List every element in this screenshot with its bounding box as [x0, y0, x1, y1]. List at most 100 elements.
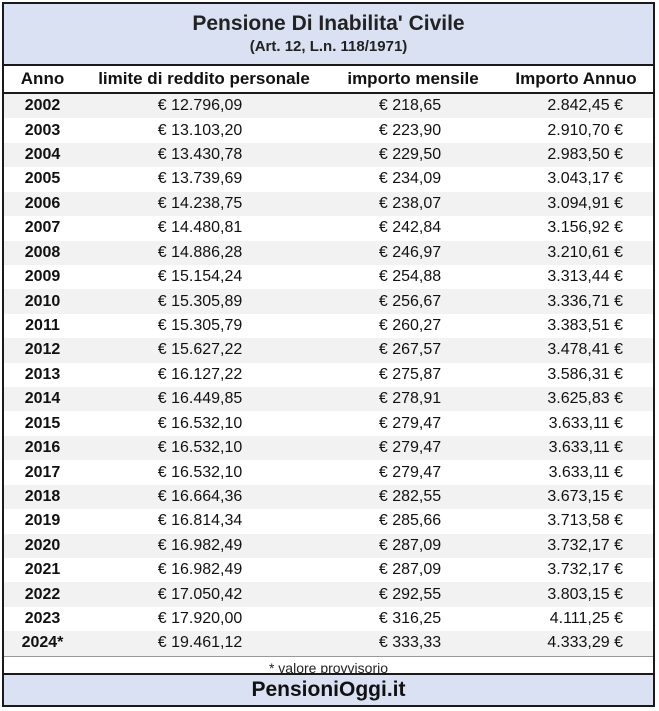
cell-anno: 2002: [4, 93, 81, 119]
cell-limite-reddito: € 14.238,75: [81, 191, 327, 217]
cell-importo-annuo: 3.732,17 €: [499, 558, 653, 583]
table-row: 2009 € 15.154,24 € 254,88 3.313,44 €: [4, 264, 653, 290]
cell-importo-mensile: € 292,55: [327, 582, 499, 607]
cell-limite-reddito: € 15.305,89: [81, 289, 327, 314]
cell-importo-mensile: € 238,07: [327, 191, 499, 217]
cell-limite-reddito: € 19.461,12: [81, 631, 327, 656]
cell-importo-annuo: 3.673,15 €: [499, 484, 653, 510]
cell-limite-reddito: € 16.814,34: [81, 509, 327, 534]
cell-anno: 2024*: [4, 631, 81, 656]
cell-limite-reddito: € 16.449,85: [81, 387, 327, 412]
table-row: 2008 € 14.886,28 € 246,97 3.210,61 €: [4, 240, 653, 265]
brand-name: PensioniOggi.it: [251, 678, 406, 701]
cell-importo-mensile: € 316,25: [327, 606, 499, 632]
table-row: 2024* € 19.461,12 € 333,33 4.333,29 €: [4, 631, 653, 656]
cell-importo-mensile: € 287,09: [327, 533, 499, 559]
table-row: 2022 € 17.050,42 € 292,55 3.803,15 €: [4, 582, 653, 607]
cell-importo-mensile: € 279,47: [327, 435, 499, 461]
table-row: 2010 € 15.305,89 € 256,67 3.336,71 €: [4, 289, 653, 314]
table-row: 2023 € 17.920,00 € 316,25 4.111,25 €: [4, 606, 653, 632]
cell-importo-mensile: € 242,84: [327, 216, 499, 241]
table-row: 2015 € 16.532,10 € 279,47 3.633,11 €: [4, 411, 653, 436]
cell-importo-mensile: € 260,27: [327, 313, 499, 339]
cell-anno: 2015: [4, 411, 81, 436]
table-row: 2012 € 15.627,22 € 267,57 3.478,41 €: [4, 338, 653, 363]
cell-anno: 2016: [4, 435, 81, 461]
cell-importo-annuo: 3.625,83 €: [499, 387, 653, 412]
cell-anno: 2011: [4, 313, 81, 339]
cell-importo-mensile: € 333,33: [327, 631, 499, 656]
cell-importo-annuo: 3.633,11 €: [499, 411, 653, 436]
cell-importo-annuo: 4.333,29 €: [499, 631, 653, 656]
cell-importo-annuo: 3.633,11 €: [499, 435, 653, 461]
table-row: 2014 € 16.449,85 € 278,91 3.625,83 €: [4, 387, 653, 412]
cell-importo-mensile: € 256,67: [327, 289, 499, 314]
cell-importo-mensile: € 218,65: [327, 93, 499, 119]
page-title: Pensione Di Inabilita' Civile: [192, 12, 465, 35]
cell-importo-mensile: € 246,97: [327, 240, 499, 265]
cell-importo-annuo: 3.383,51 €: [499, 313, 653, 339]
cell-importo-annuo: 3.210,61 €: [499, 240, 653, 265]
table-row: 2002 € 12.796,09 € 218,65 2.842,45 €: [4, 93, 653, 119]
column-header-importo-mensile: importo mensile: [327, 66, 499, 94]
cell-anno: 2019: [4, 509, 81, 534]
cell-importo-annuo: 4.111,25 €: [499, 606, 653, 632]
cell-importo-annuo: 2.983,50 €: [499, 142, 653, 168]
brand-footer: PensioniOggi.it: [4, 673, 653, 705]
cell-anno: 2009: [4, 264, 81, 290]
cell-importo-annuo: 3.633,11 €: [499, 460, 653, 485]
cell-importo-mensile: € 223,90: [327, 118, 499, 143]
table-row: 2018 € 16.664,36 € 282,55 3.673,15 €: [4, 484, 653, 510]
pension-table: Anno limite di reddito personale importo…: [4, 66, 653, 656]
table-row: 2007 € 14.480,81 € 242,84 3.156,92 €: [4, 216, 653, 241]
column-header-importo-annuo: Importo Annuo: [499, 66, 653, 94]
column-header-limite-reddito: limite di reddito personale: [81, 66, 327, 94]
cell-importo-annuo: 2.842,45 €: [499, 93, 653, 119]
cell-importo-mensile: € 229,50: [327, 142, 499, 168]
page-subtitle: (Art. 12, L.n. 118/1971): [249, 38, 408, 55]
cell-limite-reddito: € 12.796,09: [81, 93, 327, 119]
cell-limite-reddito: € 15.627,22: [81, 338, 327, 363]
cell-anno: 2013: [4, 362, 81, 388]
cell-limite-reddito: € 17.920,00: [81, 606, 327, 632]
cell-importo-annuo: 3.478,41 €: [499, 338, 653, 363]
table-header-row: Anno limite di reddito personale importo…: [4, 66, 653, 94]
table-row: 2011 € 15.305,79 € 260,27 3.383,51 €: [4, 313, 653, 339]
cell-importo-annuo: 3.043,17 €: [499, 167, 653, 192]
table-row: 2006 € 14.238,75 € 238,07 3.094,91 €: [4, 191, 653, 217]
cell-anno: 2003: [4, 118, 81, 143]
cell-limite-reddito: € 15.154,24: [81, 264, 327, 290]
cell-limite-reddito: € 14.480,81: [81, 216, 327, 241]
cell-anno: 2023: [4, 606, 81, 632]
cell-importo-annuo: 3.336,71 €: [499, 289, 653, 314]
title-box: Pensione Di Inabilita' Civile (Art. 12, …: [4, 4, 653, 66]
table-row: 2004 € 13.430,78 € 229,50 2.983,50 €: [4, 142, 653, 168]
table-row: 2017 € 16.532,10 € 279,47 3.633,11 €: [4, 460, 653, 485]
cell-anno: 2020: [4, 533, 81, 559]
cell-limite-reddito: € 17.050,42: [81, 582, 327, 607]
table-row: 2005 € 13.739,69 € 234,09 3.043,17 €: [4, 167, 653, 192]
table-row: 2019 € 16.814,34 € 285,66 3.713,58 €: [4, 509, 653, 534]
cell-anno: 2018: [4, 484, 81, 510]
cell-importo-mensile: € 279,47: [327, 460, 499, 485]
cell-importo-annuo: 3.586,31 €: [499, 362, 653, 388]
cell-anno: 2021: [4, 558, 81, 583]
table-row: 2003 € 13.103,20 € 223,90 2.910,70 €: [4, 118, 653, 143]
cell-anno: 2006: [4, 191, 81, 217]
cell-limite-reddito: € 16.532,10: [81, 411, 327, 436]
cell-limite-reddito: € 15.305,79: [81, 313, 327, 339]
table-row: 2016 € 16.532,10 € 279,47 3.633,11 €: [4, 435, 653, 461]
cell-importo-mensile: € 234,09: [327, 167, 499, 192]
cell-importo-annuo: 3.313,44 €: [499, 264, 653, 290]
cell-importo-annuo: 2.910,70 €: [499, 118, 653, 143]
cell-anno: 2022: [4, 582, 81, 607]
cell-anno: 2007: [4, 216, 81, 241]
cell-anno: 2017: [4, 460, 81, 485]
cell-limite-reddito: € 13.739,69: [81, 167, 327, 192]
table-row: 2021 € 16.982,49 € 287,09 3.732,17 €: [4, 558, 653, 583]
cell-limite-reddito: € 13.103,20: [81, 118, 327, 143]
cell-importo-mensile: € 278,91: [327, 387, 499, 412]
cell-limite-reddito: € 16.532,10: [81, 435, 327, 461]
cell-anno: 2010: [4, 289, 81, 314]
cell-limite-reddito: € 16.532,10: [81, 460, 327, 485]
